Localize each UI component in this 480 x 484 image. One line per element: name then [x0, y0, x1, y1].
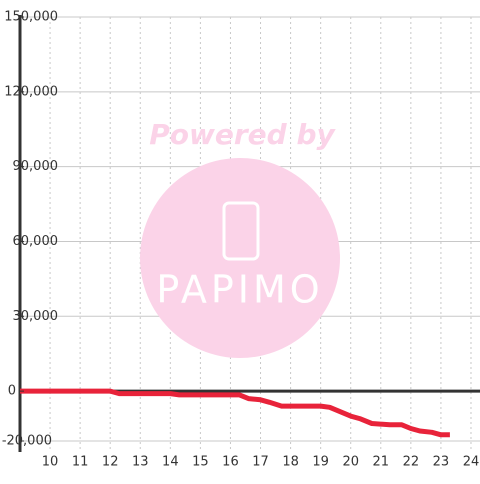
y-tick-label: 60,000: [13, 234, 59, 249]
x-tick-label: 19: [312, 455, 329, 470]
data-line: [20, 388, 450, 438]
x-tick-label: 13: [132, 455, 149, 470]
x-tick-label: 15: [192, 455, 209, 470]
y-tick-label: 0: [8, 384, 16, 399]
y-tick-label: 90,000: [13, 159, 59, 174]
x-tick-label: 11: [72, 455, 89, 470]
y-tick-label: 120,000: [4, 84, 58, 99]
y-tick-label: -20,000: [2, 434, 52, 449]
x-tick-label: 22: [403, 455, 420, 470]
y-tick-label: 30,000: [13, 309, 59, 324]
x-tick-label: 12: [102, 455, 119, 470]
watermark-icon: [222, 201, 260, 261]
x-tick-label: 21: [373, 455, 390, 470]
watermark-text: Powered by: [149, 118, 336, 151]
x-tick-label: 24: [463, 455, 480, 470]
x-tick-label: 14: [162, 455, 179, 470]
x-tick-label: 23: [433, 455, 450, 470]
watermark-logo: PAPIMO: [156, 268, 323, 312]
x-tick-label: 20: [342, 455, 359, 470]
x-tick-label: 16: [222, 455, 239, 470]
x-tick-label: 18: [282, 455, 299, 470]
x-tick-label: 17: [252, 455, 269, 470]
y-tick-label: 150,000: [4, 10, 58, 25]
x-tick-label: 10: [42, 455, 59, 470]
